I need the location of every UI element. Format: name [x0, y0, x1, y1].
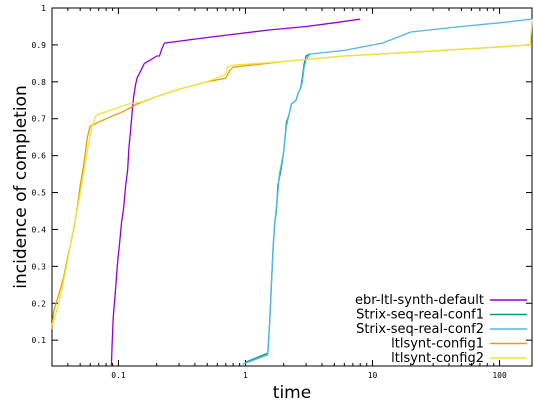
- x-axis-label: time: [273, 383, 311, 403]
- legend-label: ebr-ltl-synth-default: [355, 293, 484, 308]
- series-line-1: [110, 18, 361, 367]
- y-tick-label: 0.7: [32, 115, 47, 124]
- series-line-5: [51, 19, 533, 326]
- y-tick-label: 0.4: [32, 225, 47, 234]
- y-tick-label: 0.8: [32, 78, 47, 87]
- legend: ebr-ltl-synth-defaultStrix-seq-real-conf…: [355, 293, 527, 366]
- y-axis-label: incidence of completion: [11, 85, 31, 288]
- y-tick-label: 0.1: [32, 336, 47, 345]
- x-tick-label: 100: [492, 371, 507, 380]
- x-tick-label: 1: [243, 371, 248, 380]
- y-tick-label: 0.9: [32, 41, 47, 50]
- legend-label: Strix-seq-real-conf2: [356, 322, 484, 337]
- series-line-3: [242, 18, 533, 365]
- legend-label: ltlsynt-config1: [391, 337, 484, 352]
- y-tick-label: 1: [41, 4, 46, 13]
- x-tick-label: 10: [368, 371, 378, 380]
- y-tick-label: 0.2: [32, 299, 47, 308]
- legend-label: ltlsynt-config2: [391, 351, 484, 366]
- y-axis-ticks: 0.1 0.2 0.3 0.4 0.5 0.6 0.7 0.8 0.9 1: [32, 4, 532, 345]
- x-tick-label: 0.1: [111, 371, 126, 380]
- plot-area: [51, 7, 533, 367]
- y-tick-label: 0.3: [32, 262, 47, 271]
- series-layer: [51, 18, 533, 367]
- legend-label: Strix-seq-real-conf1: [356, 308, 484, 323]
- x-axis-ticks: 0.1 1 10 100: [51, 8, 507, 380]
- y-tick-label: 0.5: [32, 189, 47, 198]
- series-line-4: [51, 44, 533, 330]
- y-tick-label: 0.6: [32, 152, 47, 161]
